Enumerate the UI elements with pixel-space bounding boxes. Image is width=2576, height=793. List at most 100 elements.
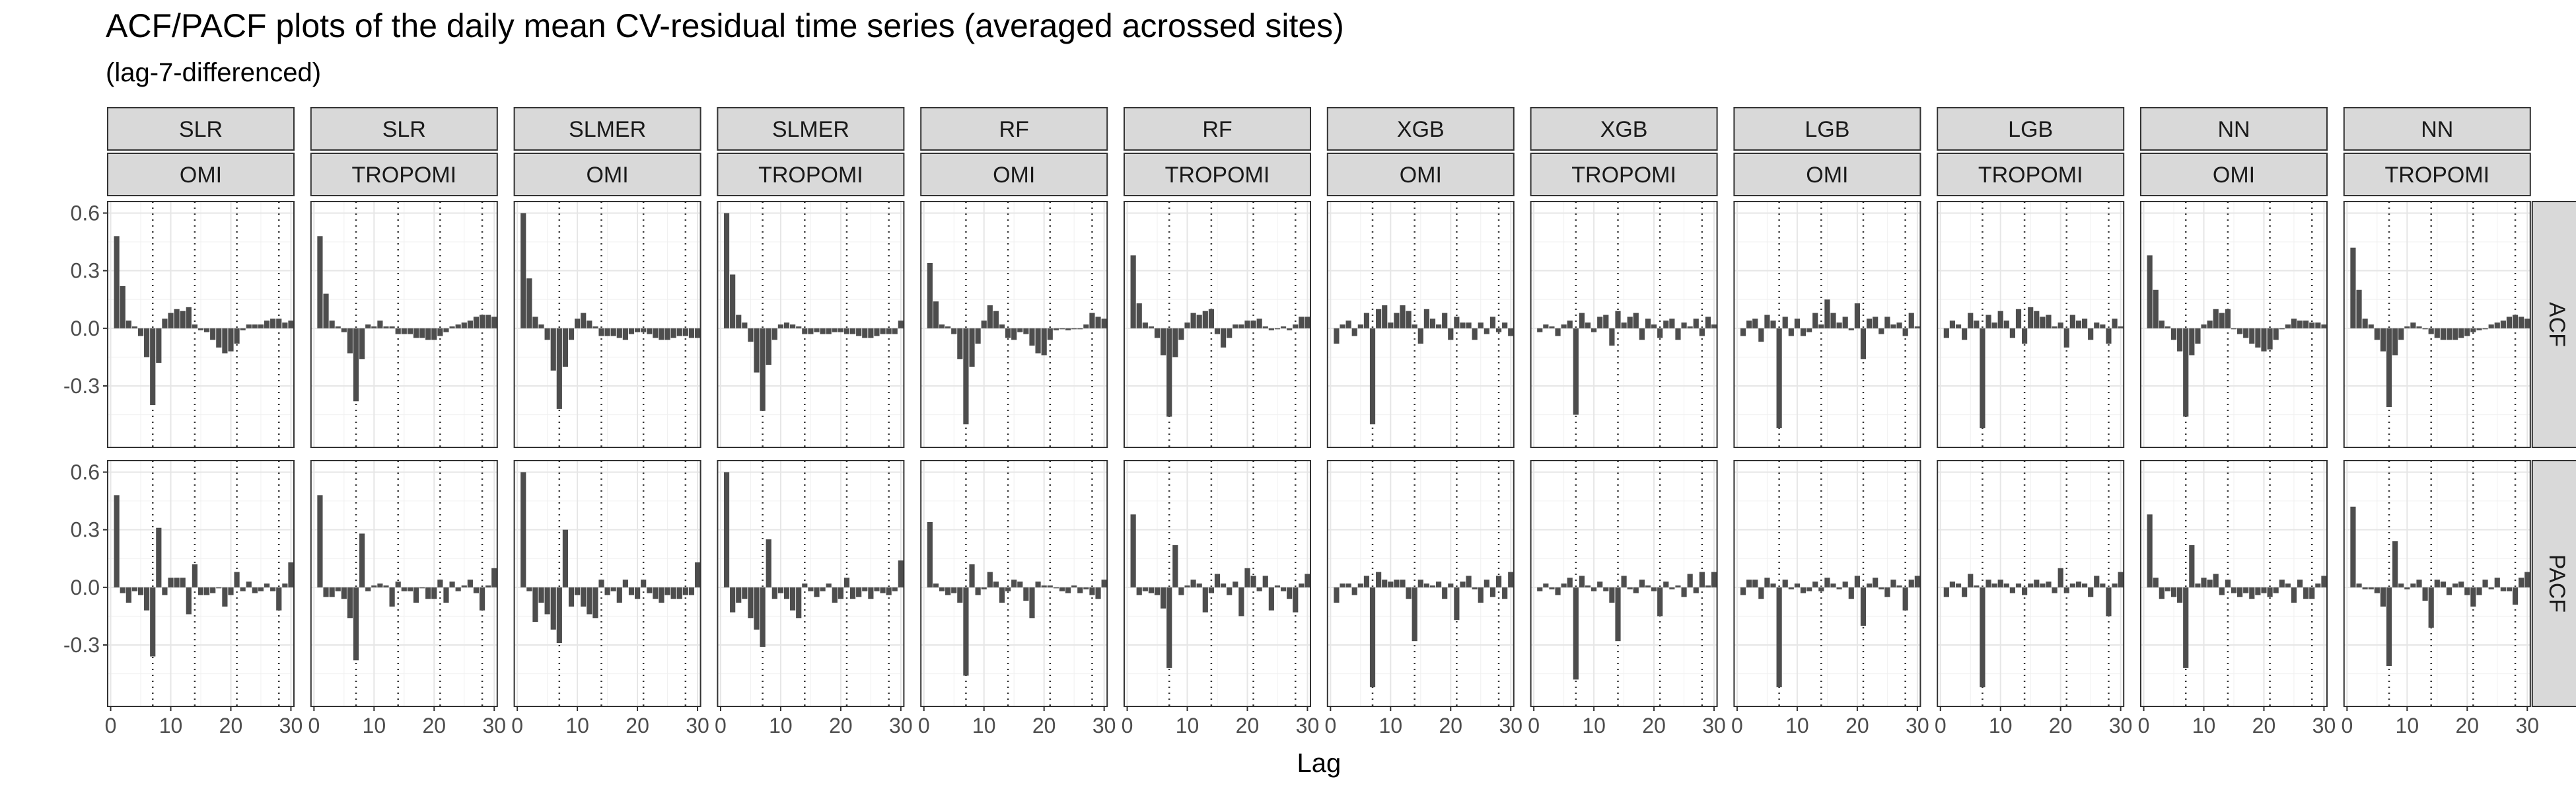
y-tick-label: 0.6 <box>71 460 100 484</box>
bar <box>1908 313 1914 328</box>
bar <box>1142 587 1148 591</box>
facet-strip-model-label: XGB <box>1397 117 1445 142</box>
bar <box>2321 324 2327 328</box>
bar <box>2267 328 2273 350</box>
bar <box>616 587 622 603</box>
bar <box>581 587 587 607</box>
bar <box>820 328 826 334</box>
bar <box>288 562 294 587</box>
bar <box>2225 309 2231 328</box>
bar <box>1902 587 1908 611</box>
bar <box>641 580 647 587</box>
bar <box>849 328 856 334</box>
bar <box>1357 584 1363 587</box>
bar <box>556 587 562 644</box>
bar <box>1083 587 1089 589</box>
bar <box>1412 324 1417 328</box>
bar <box>1238 587 1244 617</box>
bar <box>1274 328 1281 330</box>
bar <box>963 328 969 425</box>
bar <box>1848 328 1854 330</box>
bar <box>892 587 898 591</box>
bar <box>2315 584 2321 587</box>
facet-strip-sensor-label: TROPOMI <box>351 163 456 188</box>
bar <box>1190 580 1196 587</box>
bar <box>592 326 598 328</box>
bar <box>365 587 371 591</box>
bar <box>1711 572 1717 587</box>
bar <box>1669 319 1675 328</box>
bar <box>1633 587 1639 593</box>
x-tick-label: 30 <box>1702 714 1726 737</box>
bar <box>981 587 987 589</box>
bar <box>479 587 485 611</box>
bar <box>1190 313 1196 328</box>
bar <box>1041 585 1047 587</box>
bar <box>1758 328 1764 342</box>
bar <box>210 587 216 593</box>
bar <box>2195 328 2201 344</box>
bar <box>587 587 592 615</box>
bar <box>1095 317 1101 328</box>
facet-panel <box>107 460 295 707</box>
bar <box>1178 587 1184 595</box>
bar <box>1148 326 1155 328</box>
bar <box>1848 587 1854 599</box>
bar <box>1412 587 1417 642</box>
facet-strip-model-label: LGB <box>1805 117 1849 142</box>
bar <box>2291 319 2297 328</box>
bar <box>473 587 480 593</box>
facet-strip-model <box>717 107 905 151</box>
facet-strip-sensor <box>920 153 1108 196</box>
bar <box>359 328 365 359</box>
x-tick-label: 0 <box>1324 714 1336 737</box>
facet-strip-sensor-label: TROPOMI <box>1571 163 1676 188</box>
bar <box>270 319 276 328</box>
facet-panel <box>310 201 498 448</box>
facet-strip-model-label: SLR <box>179 117 223 142</box>
bar <box>987 572 993 587</box>
bar <box>2243 587 2249 593</box>
bar <box>2404 587 2410 589</box>
facet-panel <box>1124 460 1311 707</box>
bar <box>1202 311 1208 328</box>
bar <box>2404 326 2410 328</box>
bar <box>216 328 222 348</box>
bar <box>2273 587 2279 593</box>
bar <box>180 578 186 587</box>
bar <box>796 587 802 619</box>
bar <box>1293 587 1299 613</box>
bar <box>832 328 838 332</box>
facet-strip-row <box>2531 201 2576 448</box>
facet-strip-sensor-label: OMI <box>993 163 1035 188</box>
x-tick-label: 10 <box>1785 714 1809 737</box>
bar <box>1508 328 1514 336</box>
bar <box>1448 328 1454 340</box>
bar <box>1053 328 1059 330</box>
bar <box>1914 576 1920 587</box>
facet-strip-model <box>2343 107 2531 151</box>
bar <box>246 324 252 328</box>
bar <box>240 587 246 591</box>
bar <box>1083 324 1089 328</box>
bar <box>2470 587 2476 607</box>
x-tick-label: 10 <box>1379 714 1403 737</box>
bar <box>2147 514 2153 587</box>
bar <box>1657 328 1663 338</box>
bar <box>2398 328 2404 340</box>
bar <box>1549 326 1555 328</box>
bar <box>2112 584 2118 587</box>
bar <box>2368 324 2374 328</box>
bar <box>2189 545 2195 587</box>
x-tick-label: 0 <box>1122 714 1133 737</box>
facet-strip-model <box>1530 107 1718 151</box>
bar <box>137 587 144 595</box>
bar <box>1299 317 1305 328</box>
bar <box>1077 587 1083 593</box>
bar <box>933 584 939 587</box>
bar <box>2273 328 2279 340</box>
bar <box>2506 317 2513 328</box>
bar <box>802 584 808 587</box>
bar <box>2159 321 2165 328</box>
bar <box>2237 328 2243 334</box>
